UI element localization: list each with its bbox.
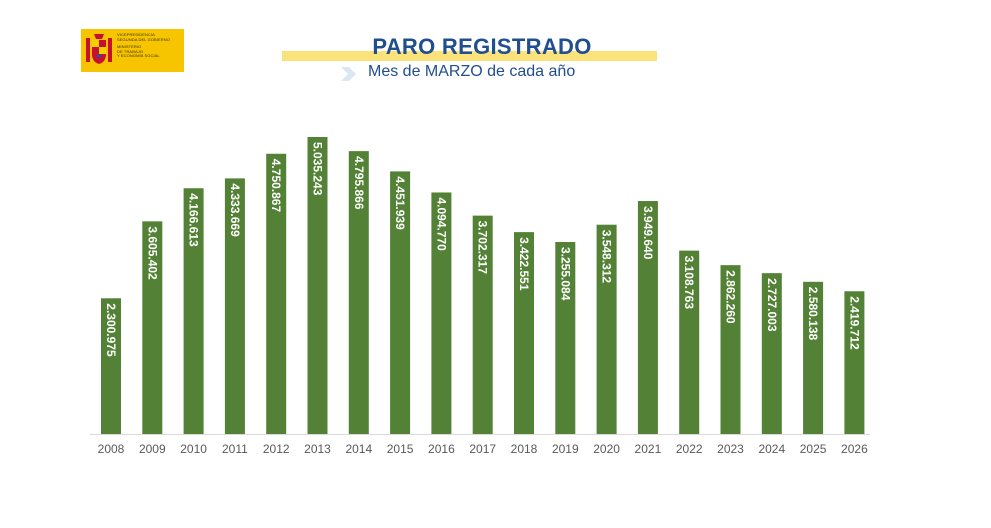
x-tick-label: 2021 xyxy=(635,442,662,456)
logo-text-line: VICEPRESIDENCIA xyxy=(117,32,155,37)
x-tick-label: 2023 xyxy=(717,442,744,456)
x-tick-label: 2012 xyxy=(263,442,290,456)
bar-2018 xyxy=(514,232,534,434)
data-label: 2.727.003 xyxy=(765,278,779,332)
x-tick-label: 2022 xyxy=(676,442,703,456)
data-label: 3.605.402 xyxy=(145,226,159,280)
bar-2009 xyxy=(142,221,163,434)
bar-2026 xyxy=(844,291,865,434)
title-highlight-band xyxy=(282,51,657,61)
data-label: 4.333.669 xyxy=(228,183,242,237)
x-tick-label: 2013 xyxy=(304,442,331,456)
x-tick-label: 2011 xyxy=(222,442,248,456)
x-tick-label: 2025 xyxy=(800,442,827,456)
data-label: 4.094.770 xyxy=(434,197,448,251)
bar-2012 xyxy=(266,153,287,435)
chart-subtitle: Mes de MARZO de cada año xyxy=(368,63,576,80)
bar-2021 xyxy=(637,201,658,434)
bar-2008 xyxy=(101,298,121,434)
bar-2010 xyxy=(183,188,204,434)
logo-text-line: MINISTERIO xyxy=(117,44,142,50)
bar-2020 xyxy=(596,224,617,434)
x-tick-label: 2024 xyxy=(758,442,785,456)
x-tick-label: 2009 xyxy=(139,442,166,456)
x-tick-label: 2015 xyxy=(387,442,414,456)
bar-2011 xyxy=(224,178,245,434)
bar-2014 xyxy=(348,151,369,434)
x-tick-label: 2019 xyxy=(552,442,579,456)
bar-2024 xyxy=(761,273,782,434)
data-label: 5.035.243 xyxy=(311,142,325,196)
data-label: 2.580.138 xyxy=(806,287,820,341)
bar-2023 xyxy=(720,265,741,434)
data-label: 3.949.640 xyxy=(641,206,655,260)
x-tick-label: 2020 xyxy=(593,442,620,456)
chevron-right-icon xyxy=(341,67,356,81)
data-label: 4.750.867 xyxy=(269,159,283,213)
x-tick-label: 2017 xyxy=(469,442,496,456)
x-tick-label: 2010 xyxy=(180,442,207,456)
logo-text-line: SEGUNDA DEL GOBIERNO xyxy=(117,36,170,42)
data-label: 4.451.939 xyxy=(393,176,407,230)
data-label: 4.795.866 xyxy=(352,156,366,210)
data-label: 4.166.613 xyxy=(187,193,201,247)
bar-2017 xyxy=(472,215,493,434)
data-label: 2.419.712 xyxy=(847,296,861,350)
data-label: 3.548.312 xyxy=(600,230,614,284)
data-label: 3.108.763 xyxy=(682,256,696,310)
coat-of-arms-icon xyxy=(86,34,112,64)
bar-2016 xyxy=(431,192,452,434)
bar-2019 xyxy=(555,242,576,434)
data-label: 3.255.084 xyxy=(558,247,572,301)
x-tick-label: 2026 xyxy=(841,442,868,456)
chart-title: PARO REGISTRADO xyxy=(372,34,592,59)
x-tick-label: 2014 xyxy=(345,442,372,456)
x-tick-label: 2018 xyxy=(511,442,538,456)
x-tick-label: 2008 xyxy=(98,442,125,456)
bar-2015 xyxy=(390,171,411,434)
data-label: 3.422.551 xyxy=(517,237,531,291)
bar-2013 xyxy=(307,137,328,434)
data-label: 2.300.975 xyxy=(104,303,118,357)
government-logo: VICEPRESIDENCIA SEGUNDA DEL GOBIERNO MIN… xyxy=(81,29,184,72)
data-label: 2.862.260 xyxy=(724,270,738,324)
data-label: 3.702.317 xyxy=(476,221,490,275)
bar-2022 xyxy=(679,250,700,434)
logo-text-line: Y ECONOMÍA SOCIAL xyxy=(117,53,160,59)
logo-text-line: DE TRABAJO xyxy=(117,48,144,54)
bar-2025 xyxy=(803,281,824,434)
x-tick-label: 2016 xyxy=(428,442,455,456)
